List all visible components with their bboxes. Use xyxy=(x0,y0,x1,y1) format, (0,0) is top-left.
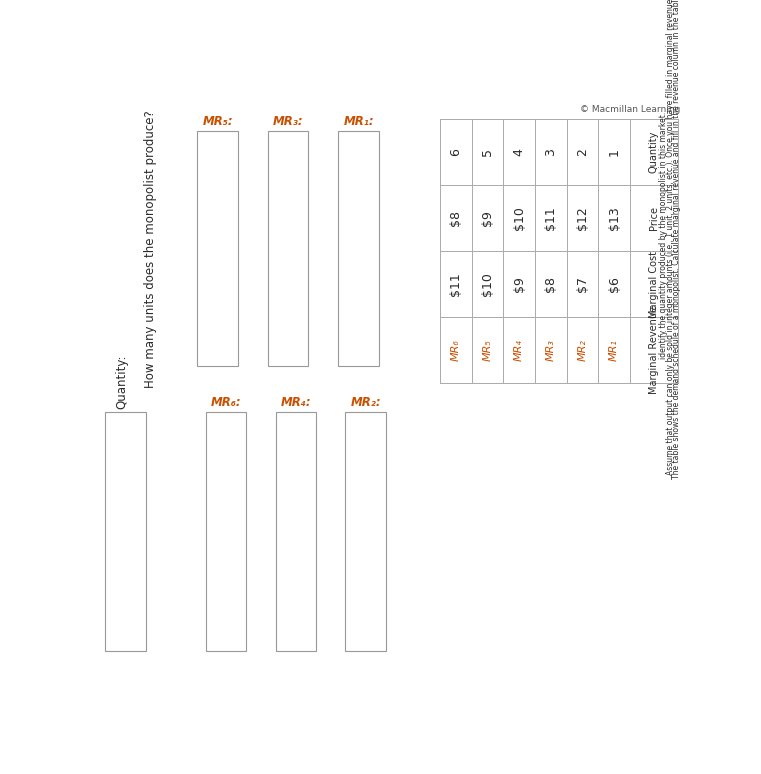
Text: $6: $6 xyxy=(607,276,620,292)
Text: MR₁: MR₁ xyxy=(609,339,619,361)
Text: Marginal Cost: Marginal Cost xyxy=(649,251,659,317)
Text: MR₄:: MR₄: xyxy=(281,396,311,409)
Text: MR₅:: MR₅: xyxy=(202,115,233,128)
Text: Price: Price xyxy=(649,206,659,230)
Text: $11: $11 xyxy=(544,206,557,230)
Bar xyxy=(206,413,247,651)
Bar xyxy=(197,132,237,366)
Text: $8: $8 xyxy=(544,276,557,292)
Text: MR₆: MR₆ xyxy=(451,339,461,361)
Text: Quantity:: Quantity: xyxy=(115,354,128,409)
Bar xyxy=(275,413,316,651)
Text: MR₂:: MR₂: xyxy=(350,396,381,409)
Text: How many units does the monopolist produce?: How many units does the monopolist produ… xyxy=(145,110,158,388)
Text: $11: $11 xyxy=(449,272,463,296)
Text: 5: 5 xyxy=(481,148,494,156)
Text: MR₁:: MR₁: xyxy=(343,115,374,128)
Text: 3: 3 xyxy=(544,148,557,156)
Bar xyxy=(105,413,145,651)
Text: $7: $7 xyxy=(576,276,589,292)
Text: 6: 6 xyxy=(449,148,463,156)
Text: $13: $13 xyxy=(607,206,620,230)
Text: MR₆:: MR₆: xyxy=(211,396,241,409)
Text: Quantity: Quantity xyxy=(649,131,659,173)
Text: 1: 1 xyxy=(607,148,620,156)
Text: © Macmillan Learning: © Macmillan Learning xyxy=(580,105,680,115)
Text: $8: $8 xyxy=(449,210,463,226)
Text: identify the quantity produced by the monopolist in this market.: identify the quantity produced by the mo… xyxy=(660,112,668,359)
Text: 4: 4 xyxy=(513,148,526,156)
Bar xyxy=(268,132,308,366)
Text: 2: 2 xyxy=(576,148,589,156)
Text: The table shows the demand schedule of a monopolist. Calculate marginal revenue : The table shows the demand schedule of a… xyxy=(672,0,681,479)
Text: MR₃:: MR₃: xyxy=(272,115,304,128)
Text: $9: $9 xyxy=(513,276,526,292)
Text: Marginal Revenue: Marginal Revenue xyxy=(649,306,659,394)
Text: MR₄: MR₄ xyxy=(514,339,524,361)
Text: $10: $10 xyxy=(481,272,494,296)
Text: MR₃: MR₃ xyxy=(546,339,556,361)
Text: $12: $12 xyxy=(576,206,589,230)
Bar xyxy=(339,132,379,366)
Text: MR₅: MR₅ xyxy=(482,339,492,361)
Text: $9: $9 xyxy=(481,211,494,226)
Text: Assume that output can only be sold in integer amounts (i.e., 1 unit, 2 units, e: Assume that output can only be sold in i… xyxy=(666,0,675,475)
Text: MR₂: MR₂ xyxy=(578,339,587,361)
Bar xyxy=(345,413,386,651)
Text: $10: $10 xyxy=(513,206,526,230)
